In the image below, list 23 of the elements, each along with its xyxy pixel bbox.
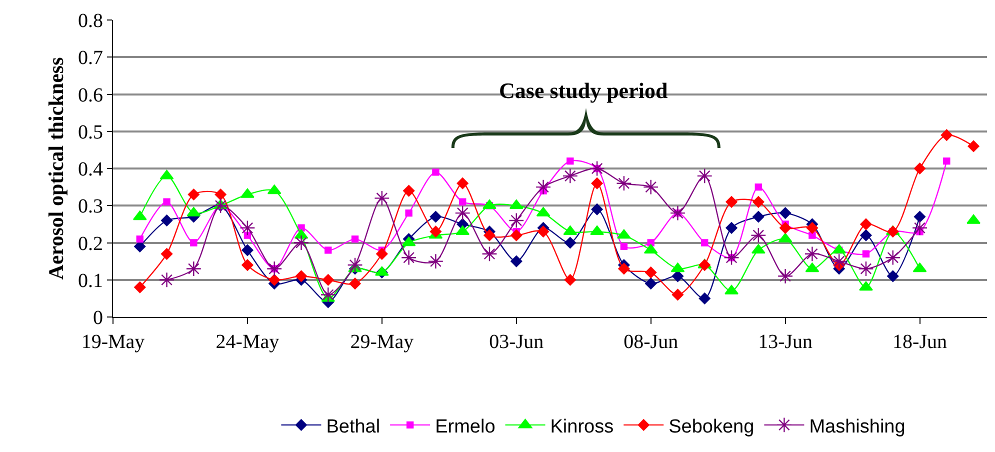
annotation: Case study period — [499, 78, 668, 103]
legend-label: Mashishing — [809, 416, 906, 438]
y-tick-label: 0.6 — [78, 84, 103, 106]
x-tick-label: 19-May — [81, 331, 145, 353]
x-tick-label: 29-May — [350, 331, 414, 353]
legend-label: Bethal — [326, 416, 380, 438]
x-tick-label: 03-Jun — [489, 331, 544, 353]
legend-label: Kinross — [550, 416, 614, 438]
x-tick-label: 08-Jun — [624, 331, 678, 353]
y-tick-label: 0.8 — [78, 10, 103, 32]
y-tick-label: 0.5 — [78, 121, 103, 144]
y-tick-label: 0.4 — [78, 158, 103, 180]
y-tick-label: 0.3 — [78, 196, 103, 218]
y-axis-title: Aerosol optical thickness — [44, 57, 68, 280]
y-tick-label: 0.7 — [78, 47, 103, 70]
legend-label: Ermelo — [435, 416, 496, 438]
y-tick-label: 0.2 — [78, 232, 103, 255]
x-tick-label: 18-Jun — [892, 331, 947, 353]
y-tick-label: 0.1 — [78, 270, 103, 292]
x-tick-label: 24-May — [216, 331, 280, 353]
y-tick-label: 0 — [93, 307, 103, 329]
legend-label: Sebokeng — [668, 416, 754, 438]
x-tick-label: 13-Jun — [758, 331, 813, 353]
